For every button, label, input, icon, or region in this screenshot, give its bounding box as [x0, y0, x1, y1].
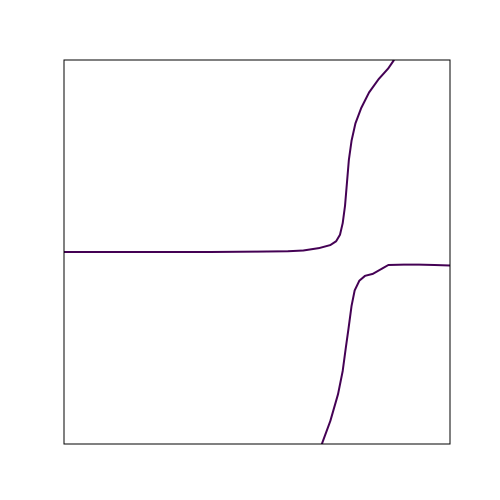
- series-line-2: [320, 263, 451, 445]
- plot-frame: [63, 59, 451, 445]
- series-layer: [64, 59, 451, 445]
- series-line-1: [64, 59, 395, 253]
